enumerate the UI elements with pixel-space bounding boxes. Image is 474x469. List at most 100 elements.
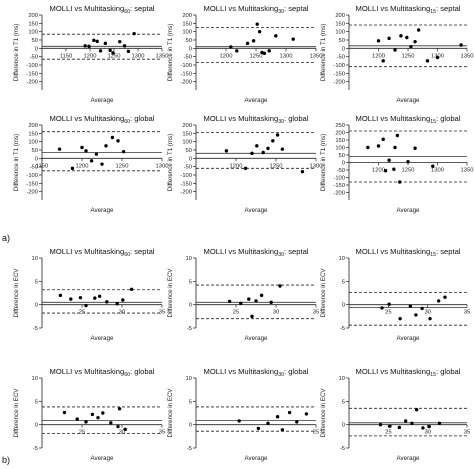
chart-title-suffix: : septal [284,4,309,13]
y-tick-label: -150 [26,71,38,77]
data-point [399,34,403,38]
x-axis-label: Average [91,455,114,462]
data-point [366,145,370,150]
chart-title-subscript: 30 [278,9,284,15]
x-tick-label: 30 [424,430,430,436]
y-tick-label: 100 [182,140,192,146]
data-point [459,43,463,47]
x-tick-label: 35 [159,310,165,316]
data-point [380,306,384,310]
data-point [409,44,413,49]
data-point [97,294,102,298]
chart-title-suffix: : global [436,114,461,123]
y-tick-label: -100 [180,173,192,179]
data-point [435,55,440,60]
data-point [300,169,305,174]
data-point [387,302,391,306]
data-point [103,41,108,46]
y-tick-label: -200 [333,80,345,86]
chart-title-suffix: : septal [436,247,461,256]
chart-title: MOLLI vs Multitasking30: septal [204,247,309,258]
y-tick-label: 200 [28,123,38,129]
y-axis-label: Difference in T1 (ms) [167,24,174,82]
data-point [420,306,424,311]
data-point [410,421,414,425]
chart-title: MOLLI vs Multitasking60: global [50,367,155,378]
data-point [257,29,262,34]
x-axis-label: Average [397,207,420,214]
chart-title-text: MOLLI vs Multitasking [50,114,125,123]
y-tick-label: 0 [342,423,345,429]
x-tick-label: 30 [119,430,125,436]
data-point [251,39,256,43]
data-point [117,407,122,411]
chart-title-text: MOLLI vs Multitasking [356,4,431,13]
data-point [58,293,63,298]
x-tick-label: 1200 [372,168,385,174]
chart-title-suffix: : septal [130,4,155,13]
x-axis-label: Average [397,335,420,342]
y-axis-label: Difference in T1 (ms) [320,24,327,82]
chart-title-subscript: 60 [124,119,130,125]
y-tick-label: -150 [180,181,192,187]
chart-title-suffix: : global [130,367,155,376]
data-point [392,167,396,171]
data-point [405,35,409,40]
chart-panel-9: MOLLI vs Multitasking15: septal -5 0 5 10 Dif… [320,247,470,342]
x-tick-label: 35 [464,430,470,436]
y-tick-label: 5 [189,279,192,285]
chart-title-subscript: 30 [278,252,284,258]
y-tick-label: 100 [28,140,38,146]
chart-panel-2: MOLLI vs Multitasking30: septal -200 -150 -… [167,4,322,104]
chart-title-text: MOLLI vs Multitasking [356,247,431,256]
y-tick-label: 0 [189,423,192,429]
chart-title-text: MOLLI vs Multitasking [204,247,279,256]
data-point [224,149,229,153]
data-point [235,49,239,53]
x-tick-label: 1350 [461,168,474,174]
data-point [84,303,88,308]
data-point [295,420,299,424]
data-point [291,37,295,41]
x-tick-label: 30 [273,310,279,316]
data-point [250,314,254,319]
chart-title-text: MOLLI vs Multitasking [204,367,279,376]
y-tick-label: 0 [342,161,345,167]
y-tick-label: 100 [335,146,345,152]
y-tick-label: -100 [26,63,38,69]
data-point [387,158,391,162]
y-tick-label: -50 [30,165,38,171]
y-tick-label: 150 [28,131,38,137]
data-point [57,147,62,151]
x-tick-label: 25 [233,310,239,316]
y-tick-label: 10 [186,256,192,262]
y-tick-label: 0 [35,303,38,309]
y-tick-label: 50 [339,153,345,159]
data-point [443,295,447,299]
x-axis-label: Average [245,455,268,462]
y-tick-label: -5 [187,326,192,332]
y-tick-label: 10 [32,376,38,382]
x-tick-label: 1250 [402,53,415,59]
y-tick-label: -150 [26,181,38,187]
y-tick-label: 200 [335,13,345,19]
data-point [121,149,126,154]
y-tick-label: -50 [184,165,192,171]
data-point [287,410,292,415]
y-tick-label: -100 [333,176,345,182]
y-tick-label: 0 [35,46,38,52]
y-tick-label: 10 [339,376,345,382]
chart-title-subscript: 15 [430,252,436,258]
data-point [269,300,273,305]
chart-title-text: MOLLI vs Multitasking [356,367,431,376]
chart-panel-11: MOLLI vs Multitasking30: global -5 0 5 10 Dif… [167,367,319,462]
x-tick-label: 25 [313,430,319,436]
chart-title-subscript: 30 [278,372,284,378]
data-point [414,408,419,412]
y-tick-label: -200 [333,191,345,197]
x-tick-label: 1350 [461,53,474,59]
y-tick-label: -50 [337,168,345,174]
y-tick-label: 0 [342,46,345,52]
y-tick-label: 50 [186,38,192,44]
y-axis-label: Difference in T1 (ms) [13,134,20,192]
